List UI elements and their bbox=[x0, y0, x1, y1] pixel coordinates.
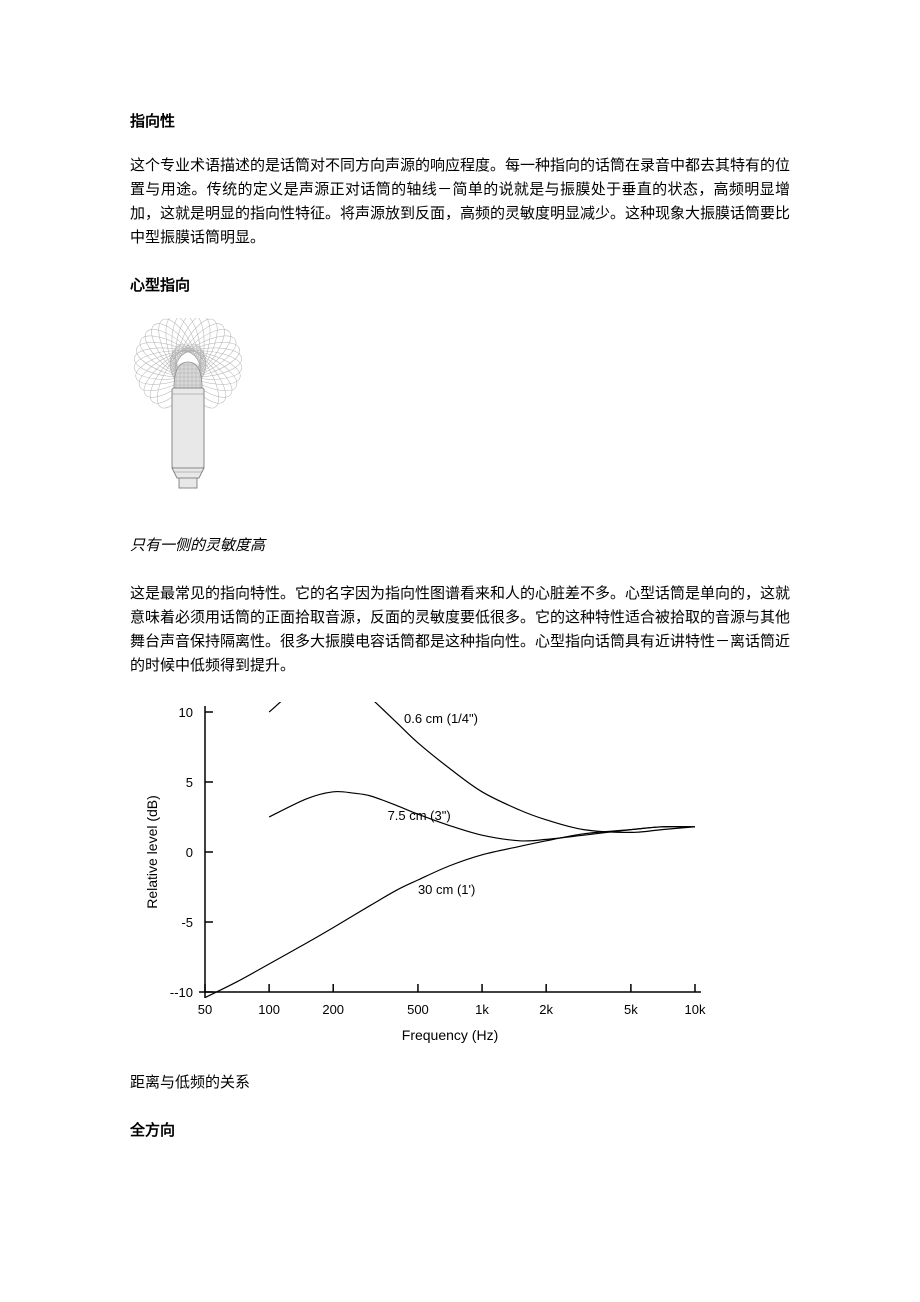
cardioid-mic-svg bbox=[130, 318, 260, 518]
svg-text:5k: 5k bbox=[624, 1002, 638, 1017]
paragraph-directionality: 这个专业术语描述的是话筒对不同方向声源的响应程度。每一种指向的话筒在录音中都去其… bbox=[130, 154, 790, 250]
heading-directionality: 指向性 bbox=[130, 110, 790, 134]
proximity-chart-svg: --10 -5 0 5 10 50 100 200 500 1k 2k 5k 10k Frequency … bbox=[130, 702, 720, 1047]
svg-text:100: 100 bbox=[258, 1002, 280, 1017]
svg-text:50: 50 bbox=[198, 1002, 212, 1017]
svg-text:2k: 2k bbox=[539, 1002, 553, 1017]
svg-text:500: 500 bbox=[407, 1002, 429, 1017]
svg-text:Frequency (Hz): Frequency (Hz) bbox=[402, 1027, 498, 1043]
figure-cardioid-mic bbox=[130, 318, 790, 526]
svg-text:200: 200 bbox=[322, 1002, 344, 1017]
svg-text:30 cm (1'): 30 cm (1') bbox=[418, 882, 475, 897]
heading-cardioid: 心型指向 bbox=[130, 274, 790, 298]
svg-text:5: 5 bbox=[186, 775, 193, 790]
svg-text:7.5 cm (3"): 7.5 cm (3") bbox=[388, 808, 451, 823]
svg-text:-5: -5 bbox=[181, 915, 193, 930]
svg-text:Relative level (dB): Relative level (dB) bbox=[144, 795, 160, 909]
svg-text:10: 10 bbox=[179, 705, 193, 720]
heading-omni: 全方向 bbox=[130, 1119, 790, 1143]
document-page: 指向性 这个专业术语描述的是话筒对不同方向声源的响应程度。每一种指向的话筒在录音… bbox=[0, 0, 920, 1223]
caption-mic: 只有一侧的灵敏度高 bbox=[130, 534, 790, 558]
paragraph-cardioid: 这是最常见的指向特性。它的名字因为指向性图谱看来和人的心脏差不多。心型话筒是单向… bbox=[130, 582, 790, 678]
svg-text:0.6 cm (1/4"): 0.6 cm (1/4") bbox=[404, 711, 478, 726]
svg-text:--10: --10 bbox=[170, 985, 193, 1000]
caption-chart: 距离与低频的关系 bbox=[130, 1071, 790, 1095]
svg-text:1k: 1k bbox=[475, 1002, 489, 1017]
svg-text:10k: 10k bbox=[685, 1002, 706, 1017]
figure-proximity-chart: --10 -5 0 5 10 50 100 200 500 1k 2k 5k 10k Frequency … bbox=[130, 702, 790, 1055]
svg-text:0: 0 bbox=[186, 845, 193, 860]
